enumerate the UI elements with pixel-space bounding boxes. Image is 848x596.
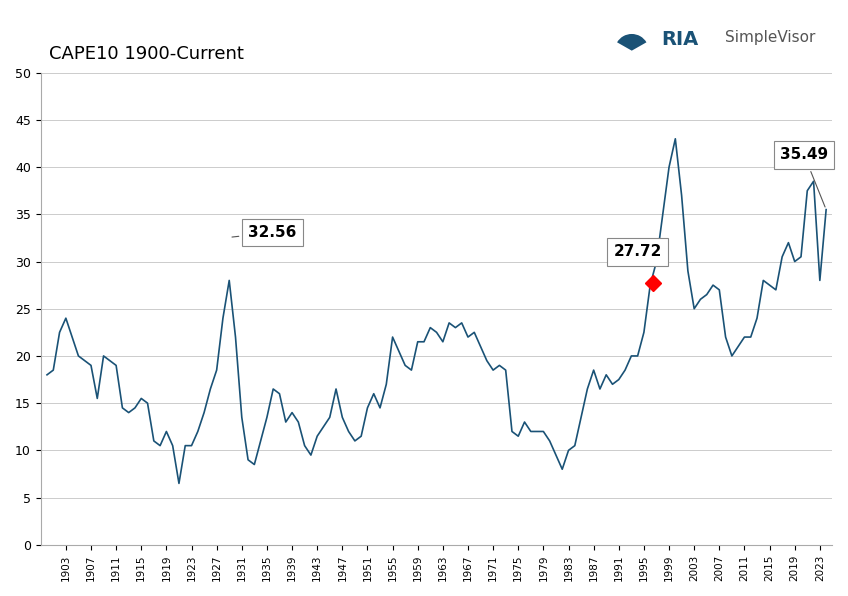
Text: 27.72: 27.72 <box>613 244 661 281</box>
Text: 35.49: 35.49 <box>780 147 828 207</box>
Text: SimpleVisor: SimpleVisor <box>725 30 816 45</box>
Wedge shape <box>617 34 646 51</box>
Text: 32.56: 32.56 <box>232 225 297 240</box>
Text: RIA: RIA <box>661 30 699 49</box>
Text: CAPE10 1900-Current: CAPE10 1900-Current <box>48 45 243 63</box>
